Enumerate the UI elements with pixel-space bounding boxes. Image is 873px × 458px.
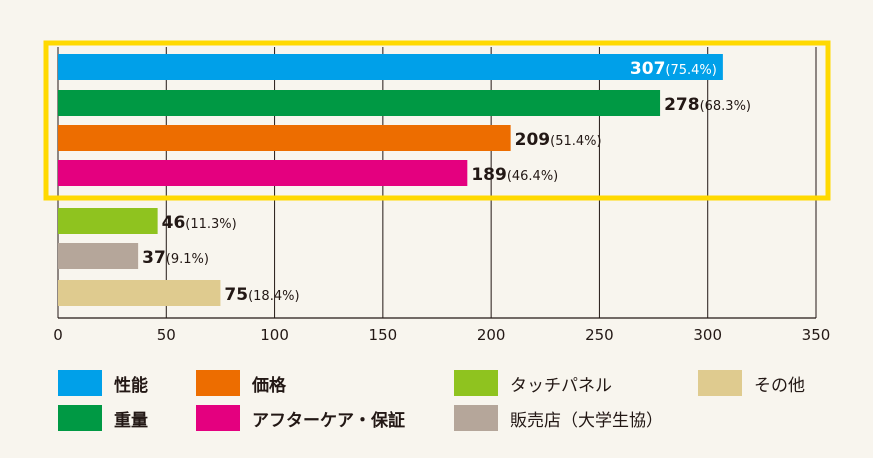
bar-chart: 0 50 100 150 200 250 300 350 307(75.4%) 278(68.3%… <box>43 40 831 344</box>
data-label: 189(46.4%) <box>471 165 558 185</box>
bar-4 <box>58 208 158 234</box>
bar-2 <box>58 125 511 151</box>
data-label: 209(51.4%) <box>515 130 602 150</box>
x-tick-label: 300 <box>693 326 722 344</box>
data-label: 37(9.1%) <box>142 248 209 268</box>
bar-6 <box>58 280 221 306</box>
legend-label: 重量 <box>114 410 148 431</box>
data-label: 46(11.3%) <box>162 213 237 233</box>
bar-0 <box>58 54 723 80</box>
x-tick-label: 50 <box>157 326 176 344</box>
legend-swatch <box>196 405 240 431</box>
legend-item-aftercare: アフターケア・保証 <box>196 405 405 431</box>
legend-item-touchpanel: タッチパネル <box>454 370 612 396</box>
x-tick-label: 100 <box>260 326 289 344</box>
legend-item-performance: 性能 <box>58 370 148 396</box>
bar-3 <box>58 160 468 186</box>
x-tick-label: 200 <box>477 326 506 344</box>
legend-swatch <box>698 370 742 396</box>
legend-item-store: 販売店（大学生協） <box>454 405 663 431</box>
legend-label: アフターケア・保証 <box>252 410 405 431</box>
x-tick-label: 0 <box>53 326 63 344</box>
legend-label: 価格 <box>252 375 286 396</box>
legend-label: 性能 <box>114 375 148 396</box>
legend-label: その他 <box>754 375 805 396</box>
highlight-box <box>43 40 831 201</box>
x-tick-label: 150 <box>369 326 398 344</box>
legend-item-weight: 重量 <box>58 405 148 431</box>
bar-1 <box>58 90 661 116</box>
legend-label: タッチパネル <box>510 375 612 396</box>
legend-item-other: その他 <box>698 370 805 396</box>
bar-5 <box>58 243 139 269</box>
data-label: 278(68.3%) <box>664 95 751 115</box>
x-tick-label: 250 <box>585 326 614 344</box>
data-label: 75(18.4%) <box>224 285 299 305</box>
legend-swatch <box>454 370 498 396</box>
legend-swatch <box>454 405 498 431</box>
legend-swatch <box>58 370 102 396</box>
legend-label: 販売店（大学生協） <box>510 410 663 431</box>
x-tick-label: 350 <box>802 326 831 344</box>
legend-swatch <box>58 405 102 431</box>
data-label: 307(75.4%) <box>630 59 717 79</box>
legend-swatch <box>196 370 240 396</box>
legend-item-price: 価格 <box>196 370 286 396</box>
